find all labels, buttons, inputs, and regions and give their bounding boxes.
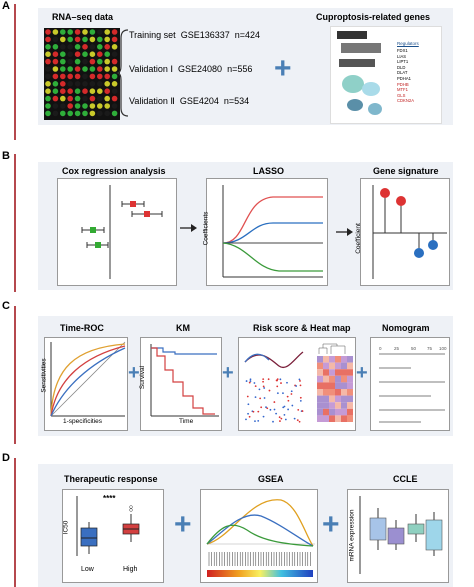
gene-item: LIAS [397, 53, 407, 59]
cox-title: Cox regression analysis [62, 166, 166, 176]
nomo-tick-75: 75 [427, 346, 433, 351]
gene-item: MTF1 [397, 87, 408, 93]
gene-item: CDKN2A [397, 98, 414, 104]
risk-heatmap-plot [238, 337, 356, 431]
plus-icon: + [322, 508, 340, 541]
ccle-box-1 [369, 517, 387, 541]
gene-item: LIPT1 [397, 59, 409, 65]
gsea-title: GSEA [258, 474, 284, 484]
forest-hr-3 [90, 227, 96, 233]
gene-list-header: Regulators [397, 41, 419, 46]
ccle-ylabel: mRNA expression [348, 509, 356, 562]
panel-label-c: C [2, 300, 10, 312]
dataset-training: Training set GSE136337 n=424 [129, 30, 261, 40]
nomogram-title: Nomogram [382, 323, 430, 333]
km-ylabel: Survival [139, 365, 147, 390]
panel-b-accent-bar [14, 154, 16, 292]
signature-coef-2 [396, 196, 406, 206]
plus-icon: + [222, 362, 234, 384]
plus-icon: + [128, 362, 140, 384]
forest-hr-2 [144, 211, 150, 217]
roc-xlabel: 1-specificities [63, 418, 103, 425]
signature-coef-4 [428, 240, 438, 250]
arrow-icon [180, 224, 197, 232]
gene-item: FDX1 [397, 48, 408, 53]
dataset-validation-2: Validation Ⅱ GSE4204 n=534 [129, 96, 250, 106]
nomo-tick-0: 0 [379, 346, 382, 351]
group-low-label: Low [81, 566, 94, 573]
cox-forest-plot [57, 178, 177, 286]
gene-item: DLAT [397, 70, 408, 76]
significance-label: **** [103, 494, 116, 503]
gene-signature-title: Gene signature [373, 166, 439, 176]
cuproptosis-title: Cuproptosis-related genes [316, 12, 431, 22]
ccle-box-2 [387, 527, 405, 545]
cell-cartoon [337, 31, 382, 115]
time-roc-plot: Sensitivities 1-specificities [40, 337, 128, 431]
ccle-title: CCLE [393, 474, 418, 484]
lasso-title: LASSO [253, 166, 285, 176]
ic50-ylabel: IC50 [62, 520, 70, 535]
plus-icon: + [274, 52, 292, 85]
panel-a-accent-bar [14, 4, 16, 140]
plus-icon: + [174, 508, 192, 541]
dataset-validation-1: Validation Ⅰ GSE24080 n=556 [129, 64, 253, 74]
time-roc-title: Time-ROC [60, 323, 104, 333]
nomo-tick-50: 50 [411, 346, 417, 351]
dataset-bracket [116, 29, 129, 117]
rnaseq-microarray [44, 28, 120, 120]
box-low [80, 527, 98, 547]
therapeutic-title: Therapeutic response [64, 474, 158, 484]
risk-score-curve [244, 351, 304, 423]
arrow-icon [336, 228, 353, 236]
panel-label-b: B [2, 150, 10, 162]
roc-ylabel: Sensitivities [40, 358, 48, 393]
lasso-plot: Coefficients [202, 178, 328, 286]
forest-hr-1 [130, 201, 136, 207]
gsea-plot [200, 489, 318, 583]
nomogram-plot: 0 25 50 75 100 [370, 337, 450, 431]
gene-item: PDHB [397, 81, 409, 87]
nomo-tick-25: 25 [394, 346, 400, 351]
signature-coef-1 [380, 188, 390, 198]
plus-icon: + [356, 362, 368, 384]
risk-heatmap-title: Risk score & Heat map [253, 323, 351, 333]
rnaseq-title: RNA–seq data [52, 12, 114, 22]
gene-item: PDHA1 [397, 75, 411, 81]
gsea-rank-gradient [207, 570, 313, 577]
panel-c-accent-bar [14, 306, 16, 444]
signature-ylabel: Coefficient [354, 223, 362, 254]
therapeutic-boxplot: IC50 **** Low High [62, 489, 164, 583]
panel-d-accent-bar [14, 458, 16, 587]
group-high-label: High [123, 566, 138, 573]
gene-list: FDX1 LIAS LIPT1 DLD DLAT PDHA1 PDHB MTF1 GLS CDKN… [397, 48, 414, 104]
forest-hr-4 [95, 242, 101, 248]
ccle-box-3 [407, 523, 425, 535]
gene-signature-plot: Coefficient [355, 178, 450, 286]
km-plot: Survival Time [139, 337, 222, 431]
panel-label-d: D [2, 452, 10, 464]
km-xlabel: Time [179, 418, 194, 425]
panel-label-a: A [2, 0, 10, 12]
gene-item: GLS [397, 92, 406, 98]
nomo-tick-100: 100 [439, 346, 447, 351]
signature-coef-3 [414, 248, 424, 258]
lasso-ylabel: Coefficients [202, 211, 210, 246]
heatmap-grid [317, 343, 353, 422]
ccle-boxplot: mRNA expression [347, 489, 449, 583]
ccle-box-4 [425, 519, 443, 551]
nomogram-scales [379, 353, 445, 423]
km-title: KM [176, 323, 190, 333]
gene-item: DLD [397, 64, 406, 70]
cuproptosis-figure: Regulators FDX1 LIAS LIPT1 DLD DLAT PDHA1 PDHB… [330, 26, 442, 124]
